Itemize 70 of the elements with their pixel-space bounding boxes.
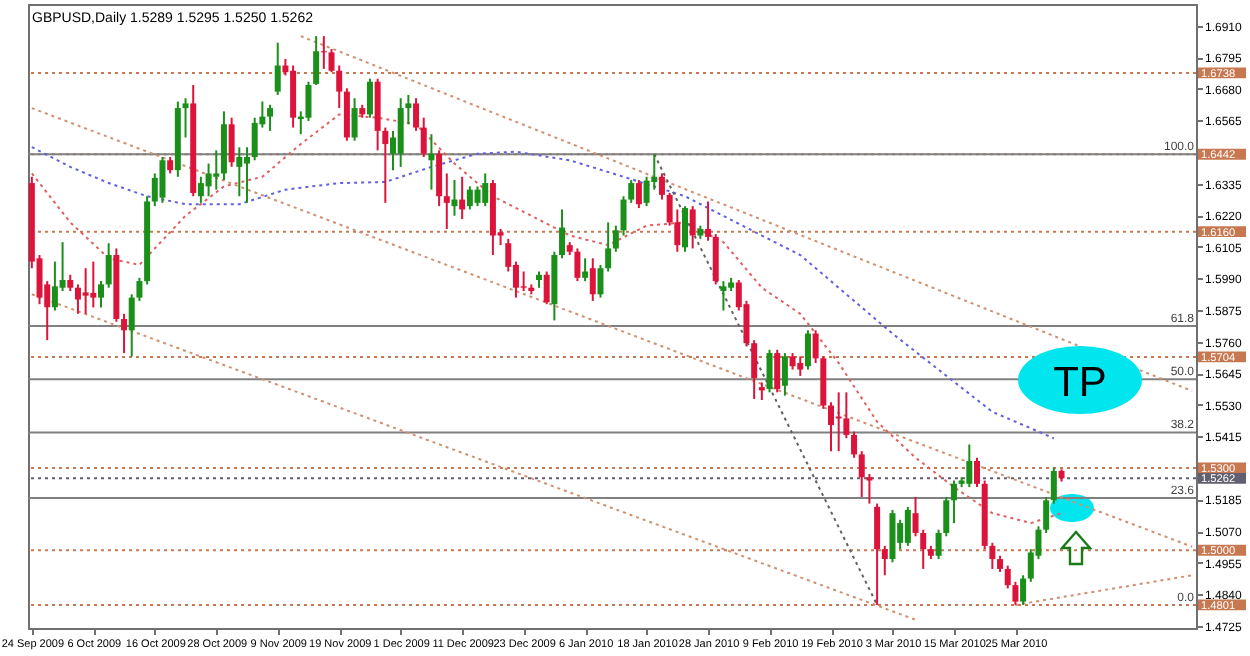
candlestick <box>858 450 865 498</box>
annotation: TP <box>1053 360 1107 406</box>
candlestick <box>828 401 834 453</box>
candlestick <box>436 149 443 208</box>
candlestick <box>228 116 235 168</box>
candlestick <box>413 97 420 132</box>
candlestick <box>950 479 957 525</box>
candlestick <box>366 77 373 119</box>
candlestick <box>966 443 973 489</box>
candlestick <box>589 257 596 302</box>
candlestick <box>1020 574 1027 606</box>
candlestick <box>267 103 274 132</box>
candlestick <box>874 502 881 606</box>
candlestick <box>159 155 166 204</box>
candlestick <box>774 348 781 394</box>
candlestick <box>420 116 427 158</box>
candlestick <box>343 87 350 142</box>
candlestick <box>74 283 81 315</box>
candlestick <box>397 97 404 168</box>
candlestick <box>881 544 888 577</box>
candlestick <box>582 257 589 283</box>
candlestick <box>428 133 435 191</box>
candlestick <box>451 179 458 217</box>
candlestick <box>682 205 688 253</box>
candlestick <box>889 508 896 564</box>
candlestick <box>482 172 489 208</box>
candlestick <box>290 64 297 129</box>
candlestick <box>474 185 481 208</box>
candlestick <box>244 146 250 204</box>
line-series <box>30 146 1055 440</box>
candlestick <box>351 97 358 142</box>
candlestick <box>520 270 527 293</box>
candlestick <box>612 224 619 253</box>
candlestick <box>51 260 58 312</box>
candlestick <box>105 242 112 289</box>
candlestick <box>459 175 466 221</box>
candlestick <box>689 205 696 250</box>
candlestick <box>766 348 773 394</box>
candlestick <box>197 175 204 204</box>
candlestick <box>781 352 788 397</box>
candlestick <box>559 208 566 260</box>
candlestick <box>313 35 320 87</box>
candlestick <box>1043 495 1050 534</box>
candlestick <box>597 263 604 299</box>
candlestick <box>705 200 712 242</box>
candlestick <box>274 41 281 96</box>
candlestick <box>720 280 727 312</box>
candlestick <box>712 233 719 286</box>
candlestick <box>797 355 804 377</box>
candlestick <box>751 339 758 400</box>
candlestick <box>904 505 911 547</box>
candlestick <box>1050 466 1057 505</box>
candlestick <box>574 247 581 283</box>
candlestick <box>466 185 473 211</box>
candlestick <box>82 267 89 315</box>
candlestick <box>804 329 811 371</box>
candlestick <box>98 280 104 309</box>
candlestick <box>213 149 220 191</box>
candlestick <box>897 518 904 551</box>
candlestick <box>182 97 189 139</box>
candlestick <box>443 172 450 230</box>
candlestick <box>658 172 665 201</box>
candlestick <box>635 179 642 210</box>
candlestick <box>974 456 980 489</box>
candlestick <box>605 221 612 273</box>
candlestick <box>851 430 858 459</box>
candlestick <box>90 260 97 309</box>
candlestick <box>121 312 128 355</box>
candlestick <box>236 146 243 198</box>
candlestick <box>543 270 550 306</box>
